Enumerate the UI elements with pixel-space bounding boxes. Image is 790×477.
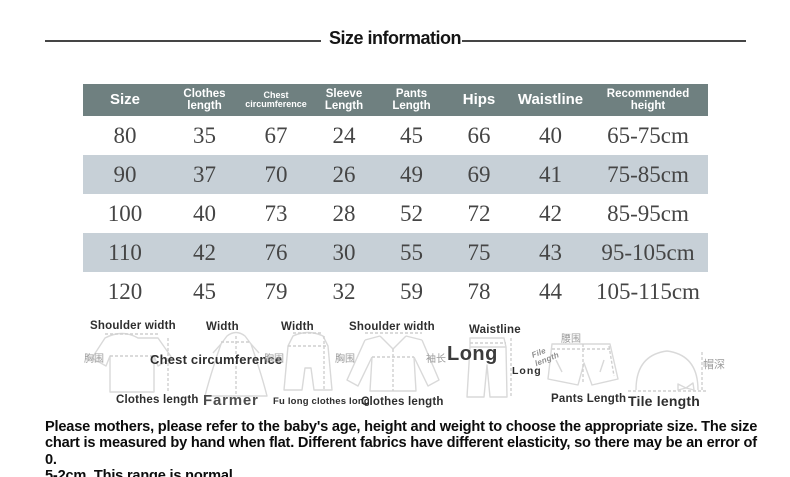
cell-height: 95-105cm — [601, 239, 695, 265]
cell-waistline: 41 — [539, 161, 562, 187]
cell-clothes-length: 45 — [193, 278, 216, 304]
cell-clothes-length: 40 — [193, 200, 216, 226]
header-clothes-length: Clothes length — [183, 87, 226, 112]
cell-size: 120 — [107, 278, 143, 304]
cell-hips: 69 — [467, 161, 491, 187]
title-rule-left — [45, 40, 321, 42]
cell-pants: 49 — [400, 161, 423, 187]
hat-sketch — [628, 350, 708, 392]
cell-waistline: 40 — [539, 122, 562, 148]
header-recommended-height: Recommended height — [606, 87, 690, 112]
table-row: 100 40 73 28 52 72 42 85-95cm — [83, 194, 708, 233]
hat-depth-cn-label: 帽深 — [703, 359, 725, 371]
jacket-chest-cn-label: 胸围 — [335, 354, 355, 365]
size-note-line: chart is measured by hand when flat. Dif… — [45, 435, 757, 468]
tshirt-clothes-length-label: Clothes length — [116, 394, 199, 406]
chest-circumference-label: Chest circumference — [150, 352, 283, 367]
size-note-line: Please mothers, please refer to the baby… — [45, 419, 758, 435]
page-title: Size information — [328, 28, 462, 48]
cell-chest: 70 — [264, 161, 288, 187]
jacket-sleeve-cn-label: 袖长 — [426, 354, 446, 365]
pants-waistline-label: Waistline — [469, 324, 521, 336]
shorts-sketch — [547, 343, 619, 386]
cell-size: 110 — [108, 239, 142, 265]
header-size: Size — [109, 91, 140, 109]
cell-height: 65-75cm — [607, 122, 689, 148]
cell-chest: 76 — [264, 239, 288, 265]
cell-sleeve: 28 — [332, 200, 356, 226]
cell-height: 85-95cm — [607, 200, 689, 226]
size-note-line: 5-2cm. This range is normal. — [45, 468, 237, 477]
table-row: 110 42 76 30 55 75 43 95-105cm — [83, 233, 708, 272]
cell-chest: 67 — [264, 122, 288, 148]
jacket-clothes-length-label: Clothes length — [361, 396, 444, 408]
pants-sketch — [466, 337, 512, 398]
pants-long-small-label: Long — [512, 365, 542, 377]
size-table-header: Size Clothes length Chest circumference … — [83, 84, 708, 116]
cell-hips: 72 — [467, 200, 491, 226]
cell-chest: 73 — [264, 200, 288, 226]
cell-clothes-length: 37 — [193, 161, 216, 187]
table-row: 80 35 67 24 45 66 40 65-75cm — [83, 116, 708, 155]
romper-length-label: Fu long clothes long — [273, 396, 370, 407]
dress-farmer-label: Farmer — [203, 392, 259, 409]
tshirt-shoulder-width-label: Shoulder width — [90, 320, 176, 332]
title-rule-right — [462, 40, 746, 42]
header-hips: Hips — [462, 91, 496, 109]
cell-sleeve: 32 — [332, 278, 356, 304]
romper-width-label: Width — [281, 321, 314, 333]
dress-sketch — [204, 331, 268, 397]
cell-size: 80 — [113, 122, 137, 148]
size-table: Size Clothes length Chest circumference … — [83, 84, 708, 311]
cell-size: 90 — [113, 161, 137, 187]
cell-hips: 78 — [467, 278, 491, 304]
hat-tile-length-label: Tile length — [628, 393, 700, 409]
shorts-pants-length-label: Pants Length — [551, 393, 627, 405]
cell-hips: 66 — [467, 122, 491, 148]
cell-sleeve: 30 — [332, 239, 356, 265]
cell-pants: 55 — [400, 239, 423, 265]
header-waistline: Waistline — [517, 91, 584, 109]
cell-waistline: 44 — [539, 278, 562, 304]
header-sleeve-length: Sleeve Length — [324, 87, 364, 112]
cell-height: 75-85cm — [607, 161, 689, 187]
cell-hips: 75 — [467, 239, 491, 265]
cell-chest: 79 — [264, 278, 288, 304]
tshirt-sketch — [91, 332, 173, 393]
cell-waistline: 43 — [539, 239, 562, 265]
cell-clothes-length: 35 — [193, 122, 216, 148]
jacket-shoulder-width-label: Shoulder width — [349, 321, 435, 333]
table-row: 90 37 70 26 49 69 41 75-85cm — [83, 155, 708, 194]
cell-sleeve: 26 — [332, 161, 356, 187]
cell-pants: 45 — [400, 122, 423, 148]
cell-sleeve: 24 — [332, 122, 356, 148]
size-note: Please mothers, please refer to the baby… — [45, 419, 765, 477]
cell-pants: 59 — [400, 278, 423, 304]
dress-width-label: Width — [206, 321, 239, 333]
cell-waistline: 42 — [539, 200, 562, 226]
cell-clothes-length: 42 — [193, 239, 216, 265]
cell-height: 105-115cm — [596, 278, 700, 304]
romper-sketch — [283, 331, 333, 391]
tshirt-chest-cn-label: 胸围 — [84, 354, 104, 365]
cell-size: 100 — [107, 200, 143, 226]
jacket-sketch — [346, 332, 440, 392]
pants-long-label: Long — [447, 343, 498, 365]
table-row: 120 45 79 32 59 78 44 105-115cm — [83, 272, 708, 311]
header-pants-length: Pants Length — [392, 87, 431, 112]
header-chest-circumference: Chest circumference — [245, 89, 307, 109]
garment-sketches — [91, 331, 708, 398]
romper-chest-cn-label: 胸围 — [264, 354, 284, 365]
cell-pants: 52 — [400, 200, 423, 226]
shorts-waist-cn-label: 腰围 — [561, 334, 581, 345]
